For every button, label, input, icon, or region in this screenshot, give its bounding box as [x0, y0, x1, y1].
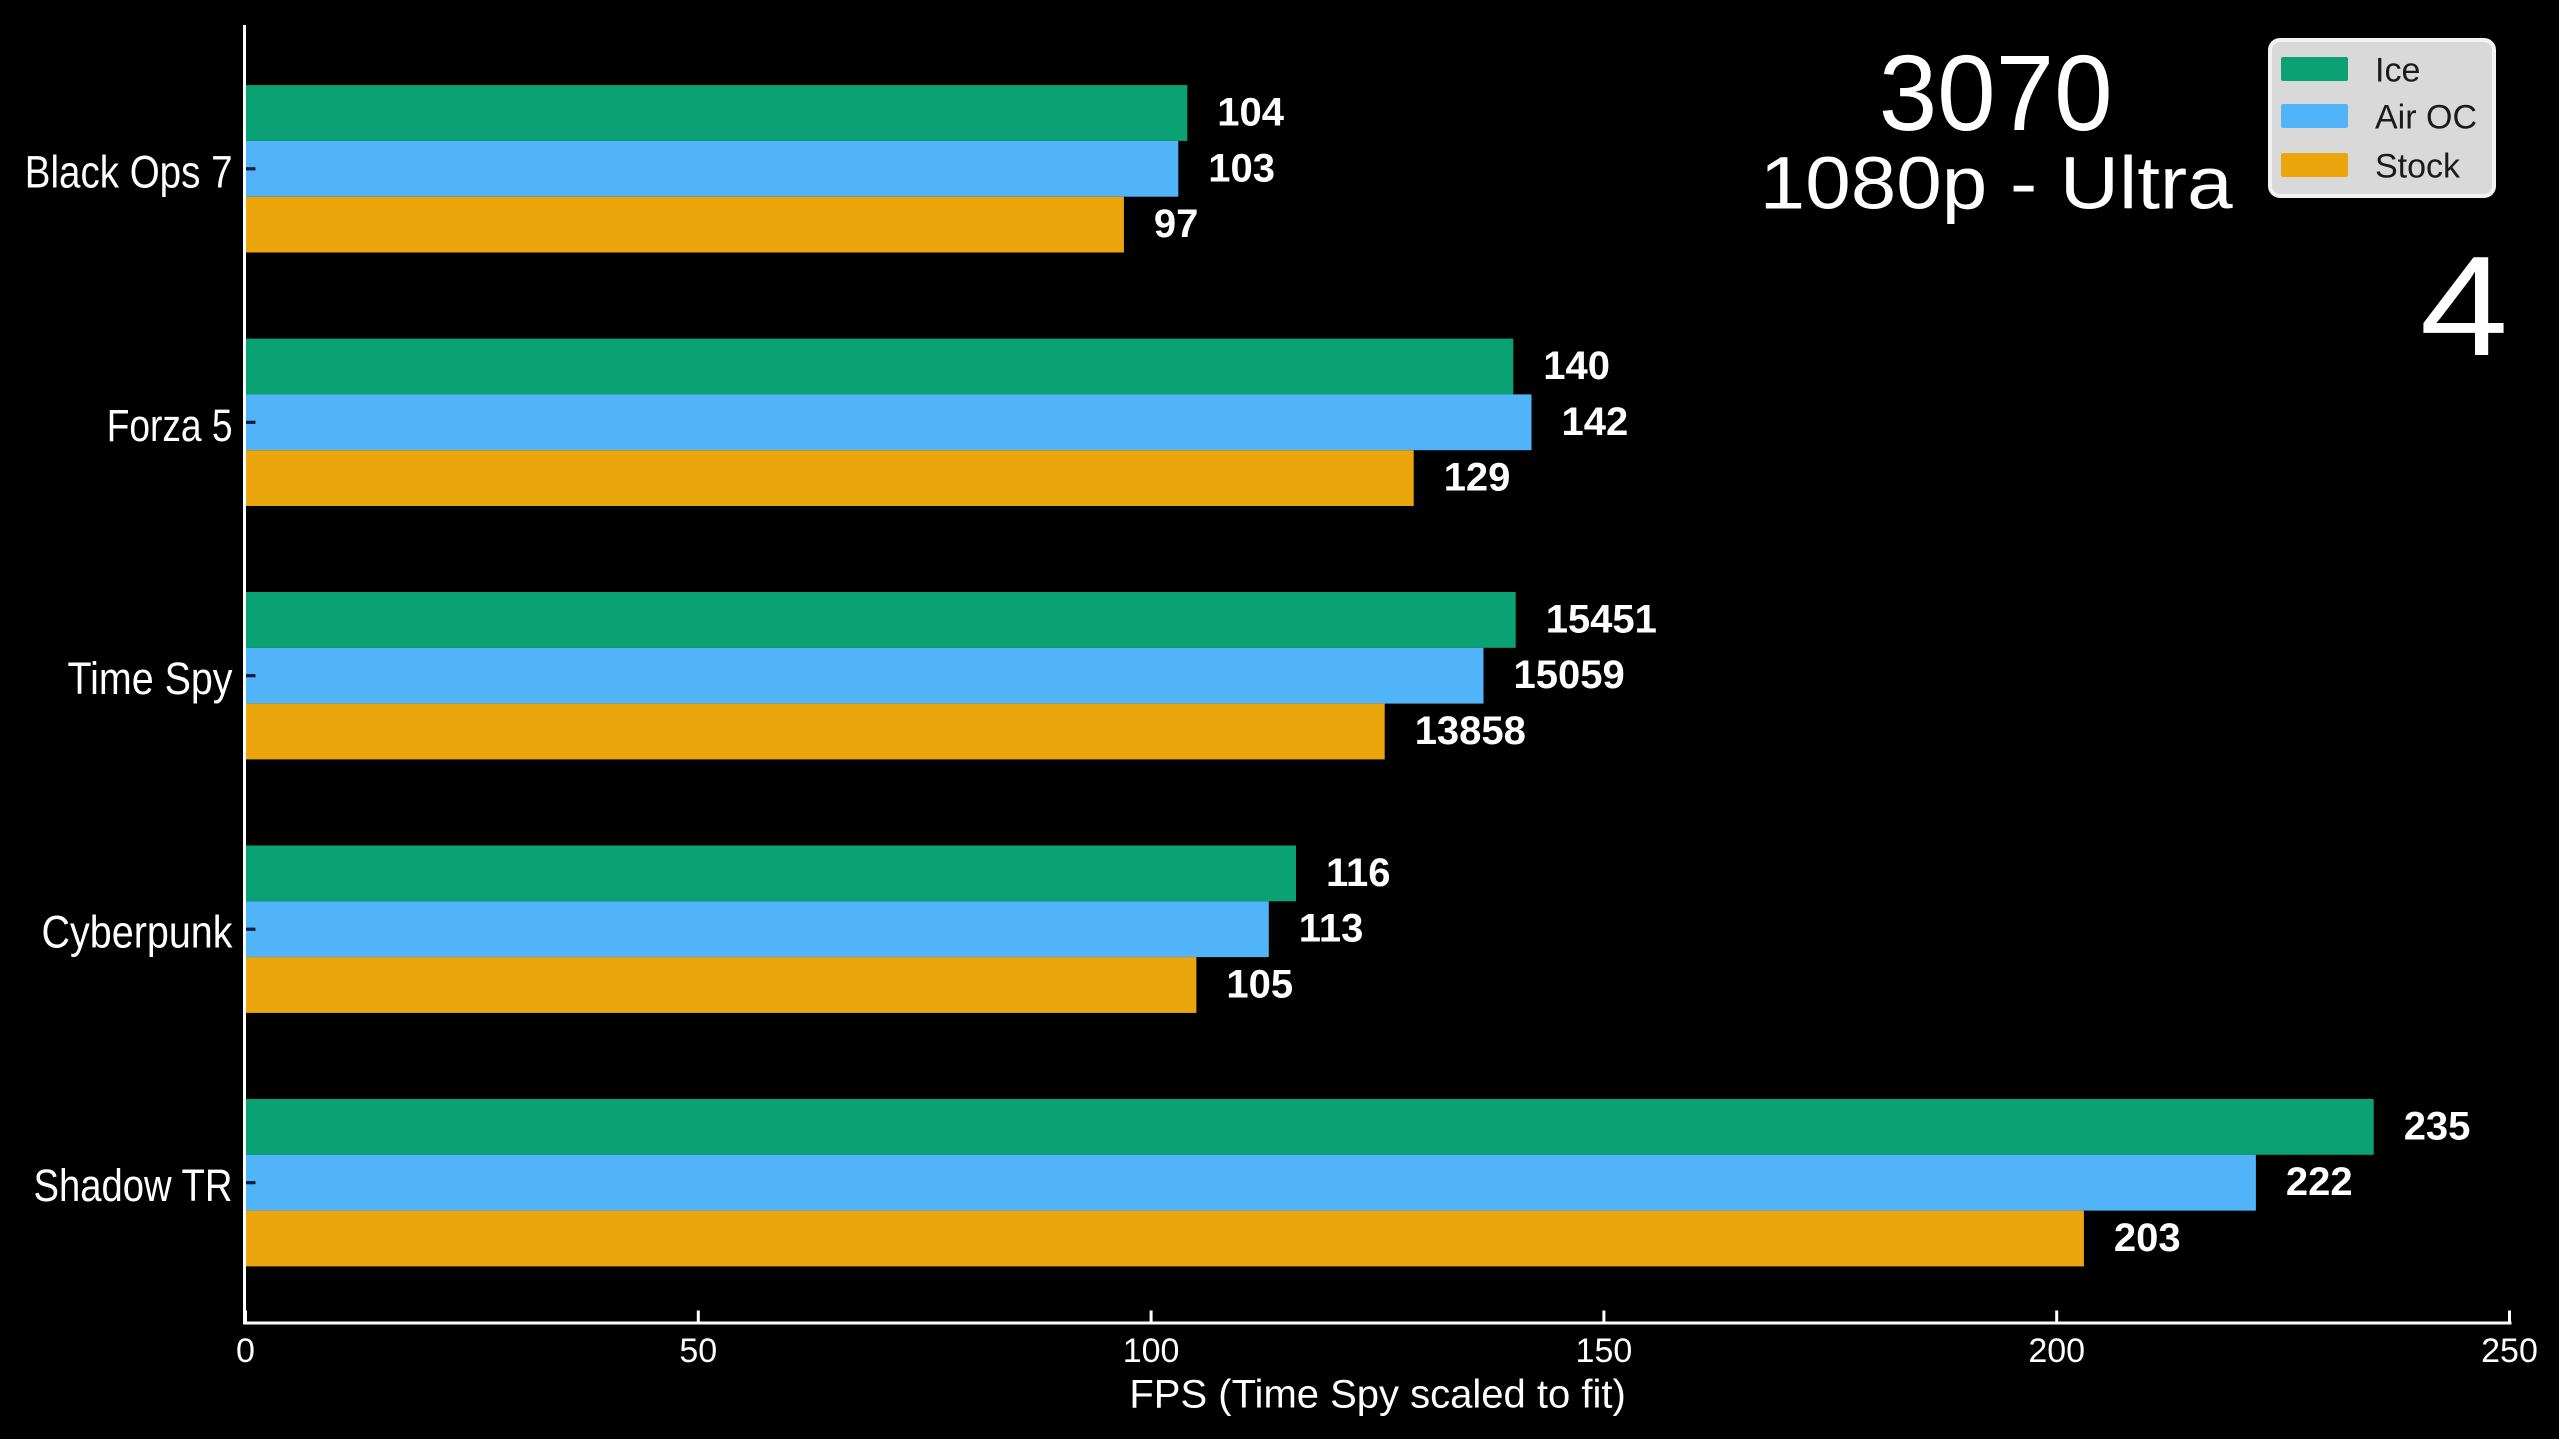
svg-text:104: 104	[1217, 91, 1284, 135]
svg-text:4: 4	[2420, 227, 2509, 386]
svg-text:Ice: Ice	[2375, 52, 2420, 90]
svg-text:105: 105	[1226, 963, 1293, 1007]
svg-text:129: 129	[1444, 456, 1511, 500]
svg-text:50: 50	[679, 1332, 717, 1370]
svg-text:Black Ops 7: Black Ops 7	[25, 146, 233, 197]
svg-text:150: 150	[1576, 1332, 1633, 1370]
svg-text:Cyberpunk: Cyberpunk	[42, 907, 233, 958]
svg-text:Shadow TR: Shadow TR	[34, 1160, 233, 1211]
svg-text:Stock: Stock	[2375, 148, 2461, 186]
svg-text:140: 140	[1543, 344, 1610, 388]
svg-text:203: 203	[2114, 1216, 2181, 1260]
svg-text:FPS (Time Spy scaled to fit): FPS (Time Spy scaled to fit)	[1129, 1372, 1625, 1416]
svg-text:250: 250	[2481, 1332, 2538, 1370]
svg-text:116: 116	[1326, 851, 1391, 895]
svg-text:15451: 15451	[1546, 597, 1657, 641]
svg-text:Forza 5: Forza 5	[107, 400, 233, 451]
svg-text:142: 142	[1562, 400, 1629, 444]
svg-text:103: 103	[1208, 146, 1275, 190]
svg-text:0: 0	[236, 1332, 255, 1370]
svg-text:97: 97	[1154, 202, 1199, 246]
svg-text:235: 235	[2404, 1104, 2471, 1148]
svg-text:222: 222	[2286, 1160, 2353, 1204]
svg-text:Time Spy: Time Spy	[68, 653, 233, 704]
svg-text:15059: 15059	[1514, 653, 1625, 697]
svg-text:113: 113	[1299, 907, 1364, 951]
svg-text:100: 100	[1123, 1332, 1180, 1370]
svg-text:3070: 3070	[1879, 32, 2113, 153]
svg-text:200: 200	[2028, 1332, 2085, 1370]
svg-text:1080p - Ultra: 1080p - Ultra	[1760, 142, 2234, 225]
svg-text:13858: 13858	[1415, 709, 1526, 753]
svg-text:Air OC: Air OC	[2375, 99, 2477, 137]
